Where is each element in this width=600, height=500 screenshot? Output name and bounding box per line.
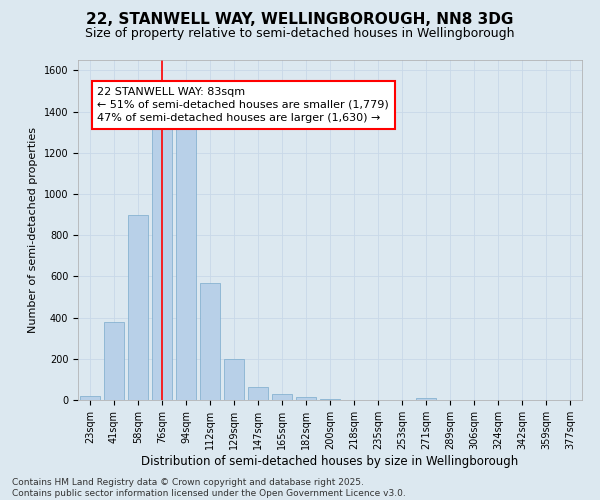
Bar xyxy=(416,398,436,400)
Text: 22 STANWELL WAY: 83sqm
← 51% of semi-detached houses are smaller (1,779)
47% of : 22 STANWELL WAY: 83sqm ← 51% of semi-det… xyxy=(97,87,389,123)
X-axis label: Distribution of semi-detached houses by size in Wellingborough: Distribution of semi-detached houses by … xyxy=(142,454,518,468)
Bar xyxy=(152,128,172,400)
Bar xyxy=(224,359,244,400)
Bar xyxy=(104,322,124,400)
Bar xyxy=(296,397,316,400)
Text: Size of property relative to semi-detached houses in Wellingborough: Size of property relative to semi-detach… xyxy=(85,28,515,40)
Text: 22, STANWELL WAY, WELLINGBOROUGH, NN8 3DG: 22, STANWELL WAY, WELLINGBOROUGH, NN8 3D… xyxy=(86,12,514,28)
Bar xyxy=(80,396,100,400)
Y-axis label: Number of semi-detached properties: Number of semi-detached properties xyxy=(28,127,38,333)
Bar xyxy=(176,128,196,400)
Text: Contains HM Land Registry data © Crown copyright and database right 2025.
Contai: Contains HM Land Registry data © Crown c… xyxy=(12,478,406,498)
Bar xyxy=(200,282,220,400)
Bar xyxy=(128,214,148,400)
Bar xyxy=(248,386,268,400)
Bar xyxy=(272,394,292,400)
Bar xyxy=(320,399,340,400)
